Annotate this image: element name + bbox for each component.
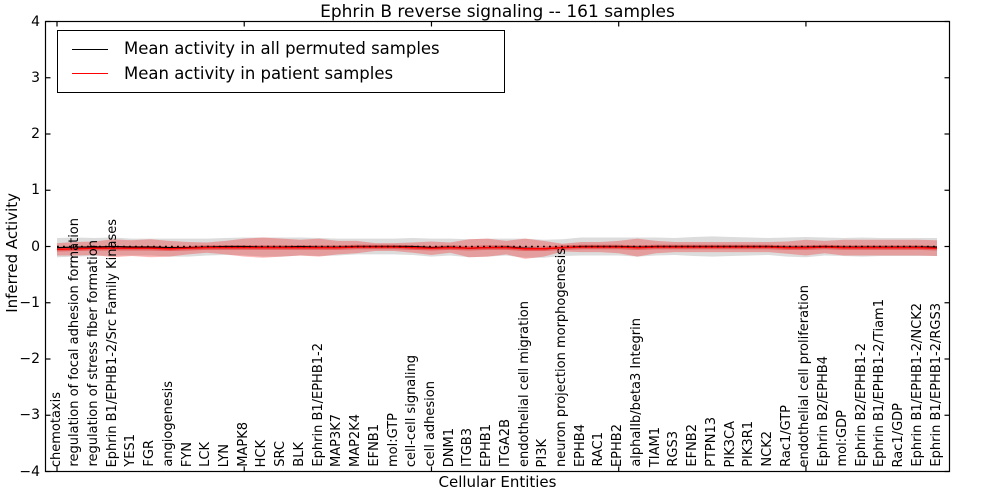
x-axis-label: Cellular Entities [438, 473, 557, 491]
chart-title: Ephrin B reverse signaling -- 161 sample… [320, 2, 675, 22]
x-category-label: LCK [198, 442, 214, 467]
x-category-label: regulation of stress fiber formation [85, 240, 101, 467]
x-category-label: EPHB1 [479, 423, 495, 467]
x-category-label: MAP2K4 [348, 413, 364, 467]
mean-line [56, 246, 938, 251]
x-category-label: mol:GTP [385, 413, 401, 467]
x-category-label: FGR [142, 440, 158, 467]
x-category-label: RGS3 [666, 431, 682, 467]
y-tick-label: 1 [31, 182, 40, 199]
x-category-label: Ephrin B2/EPHB1-2 [853, 343, 869, 467]
y-tick-label: −3 [19, 407, 40, 424]
x-category-label: EFNB2 [685, 424, 701, 467]
x-category-label: endothelial cell proliferation [797, 284, 813, 468]
x-category-label: mol:GDP [834, 410, 850, 467]
x-category-label: Ephrin B1/EPHB1-2 [310, 343, 326, 467]
x-category-label: FYN [179, 441, 195, 467]
x-category-label: Rac1/GDP [891, 402, 907, 467]
x-category-label: neuron projection morphogenesis [554, 248, 570, 467]
x-category-label: SRC [273, 441, 289, 467]
x-category-label: regulation of focal adhesion formation [67, 218, 83, 467]
x-category-label: MAPK8 [235, 422, 251, 467]
x-category-label: EPHB2 [610, 423, 626, 467]
legend-item-permuted: Mean activity in all permuted samples [70, 37, 490, 61]
x-category-label: PI3K [535, 438, 551, 467]
x-category-label: Ephrin B2/EPHB4 [816, 356, 832, 467]
x-category-label: HCK [254, 439, 270, 467]
x-category-label: ITGB3 [460, 427, 476, 467]
x-category-label: DNM1 [441, 427, 457, 467]
x-category-label: Ephrin B1/EPHB1-2/Tiam1 [872, 298, 888, 467]
x-category-label: MAP3K7 [329, 413, 345, 467]
y-tick-label: 3 [31, 69, 40, 86]
x-category-label: angiogenesis [160, 381, 176, 467]
legend-item-patient: Mean activity in patient samples [70, 62, 490, 86]
x-category-label: PIK3R1 [741, 421, 757, 467]
x-category-label: Rac1/GTP [778, 405, 794, 467]
x-category-label: TIAM1 [647, 426, 663, 467]
x-category-label: cell-cell signaling [404, 354, 420, 467]
x-category-label: BLK [291, 442, 307, 467]
y-axis-label: Inferred Activity [3, 193, 21, 313]
x-category-label: PTPN13 [703, 417, 719, 467]
y-tick-label: −1 [19, 294, 40, 311]
x-category-label: ITGA2B [497, 419, 513, 467]
x-category-label: EPHB4 [572, 423, 588, 467]
x-category-label: EFNB1 [366, 424, 382, 467]
x-category-label: NCK2 [759, 431, 775, 467]
y-tick-label: 2 [31, 126, 40, 142]
x-category-label: alphaIIb/beta3 Integrin [628, 318, 644, 467]
legend-label-patient: Mean activity in patient samples [124, 63, 394, 83]
y-tick-label: −2 [19, 351, 40, 367]
x-category-label: Ephrin B1/EPHB1-2/Src Family Kinases [104, 218, 120, 467]
y-tick-label: 0 [31, 238, 40, 255]
x-category-label: LYN [217, 443, 232, 467]
y-tick-label: −4 [19, 463, 40, 480]
y-tick-label: 4 [31, 13, 40, 30]
permuted-line-swatch-icon [72, 48, 108, 50]
x-category-label: YES1 [123, 434, 139, 467]
x-category-label: PIK3CA [722, 420, 738, 467]
x-category-label: chemotaxis [48, 391, 64, 467]
patient-line-swatch-icon [72, 73, 108, 75]
legend-label-permuted: Mean activity in all permuted samples [124, 39, 440, 59]
legend: Mean activity in all permuted samples Me… [57, 30, 505, 93]
x-category-label: RAC1 [591, 432, 607, 467]
x-category-label: Ephrin B1/EPHB1-2/NCK2 [909, 303, 925, 467]
x-category-label: cell adhesion [422, 381, 438, 467]
x-category-label: endothelial cell migration [516, 301, 532, 467]
x-category-label: Ephrin B1/EPHB1-2/RGS3 [928, 303, 944, 467]
